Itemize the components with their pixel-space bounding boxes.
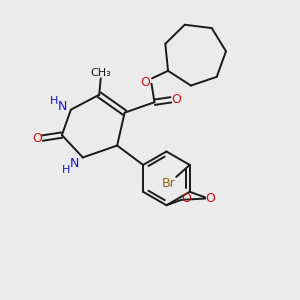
- Text: CH₃: CH₃: [90, 68, 111, 78]
- Text: H: H: [50, 96, 59, 106]
- Text: Br: Br: [162, 177, 176, 190]
- Text: O: O: [32, 132, 42, 145]
- Text: O: O: [171, 93, 181, 106]
- Text: O: O: [141, 76, 151, 89]
- Text: O: O: [205, 192, 214, 205]
- Text: H: H: [62, 165, 70, 175]
- Text: O: O: [182, 192, 191, 205]
- Text: N: N: [70, 157, 79, 170]
- Text: N: N: [58, 100, 67, 112]
